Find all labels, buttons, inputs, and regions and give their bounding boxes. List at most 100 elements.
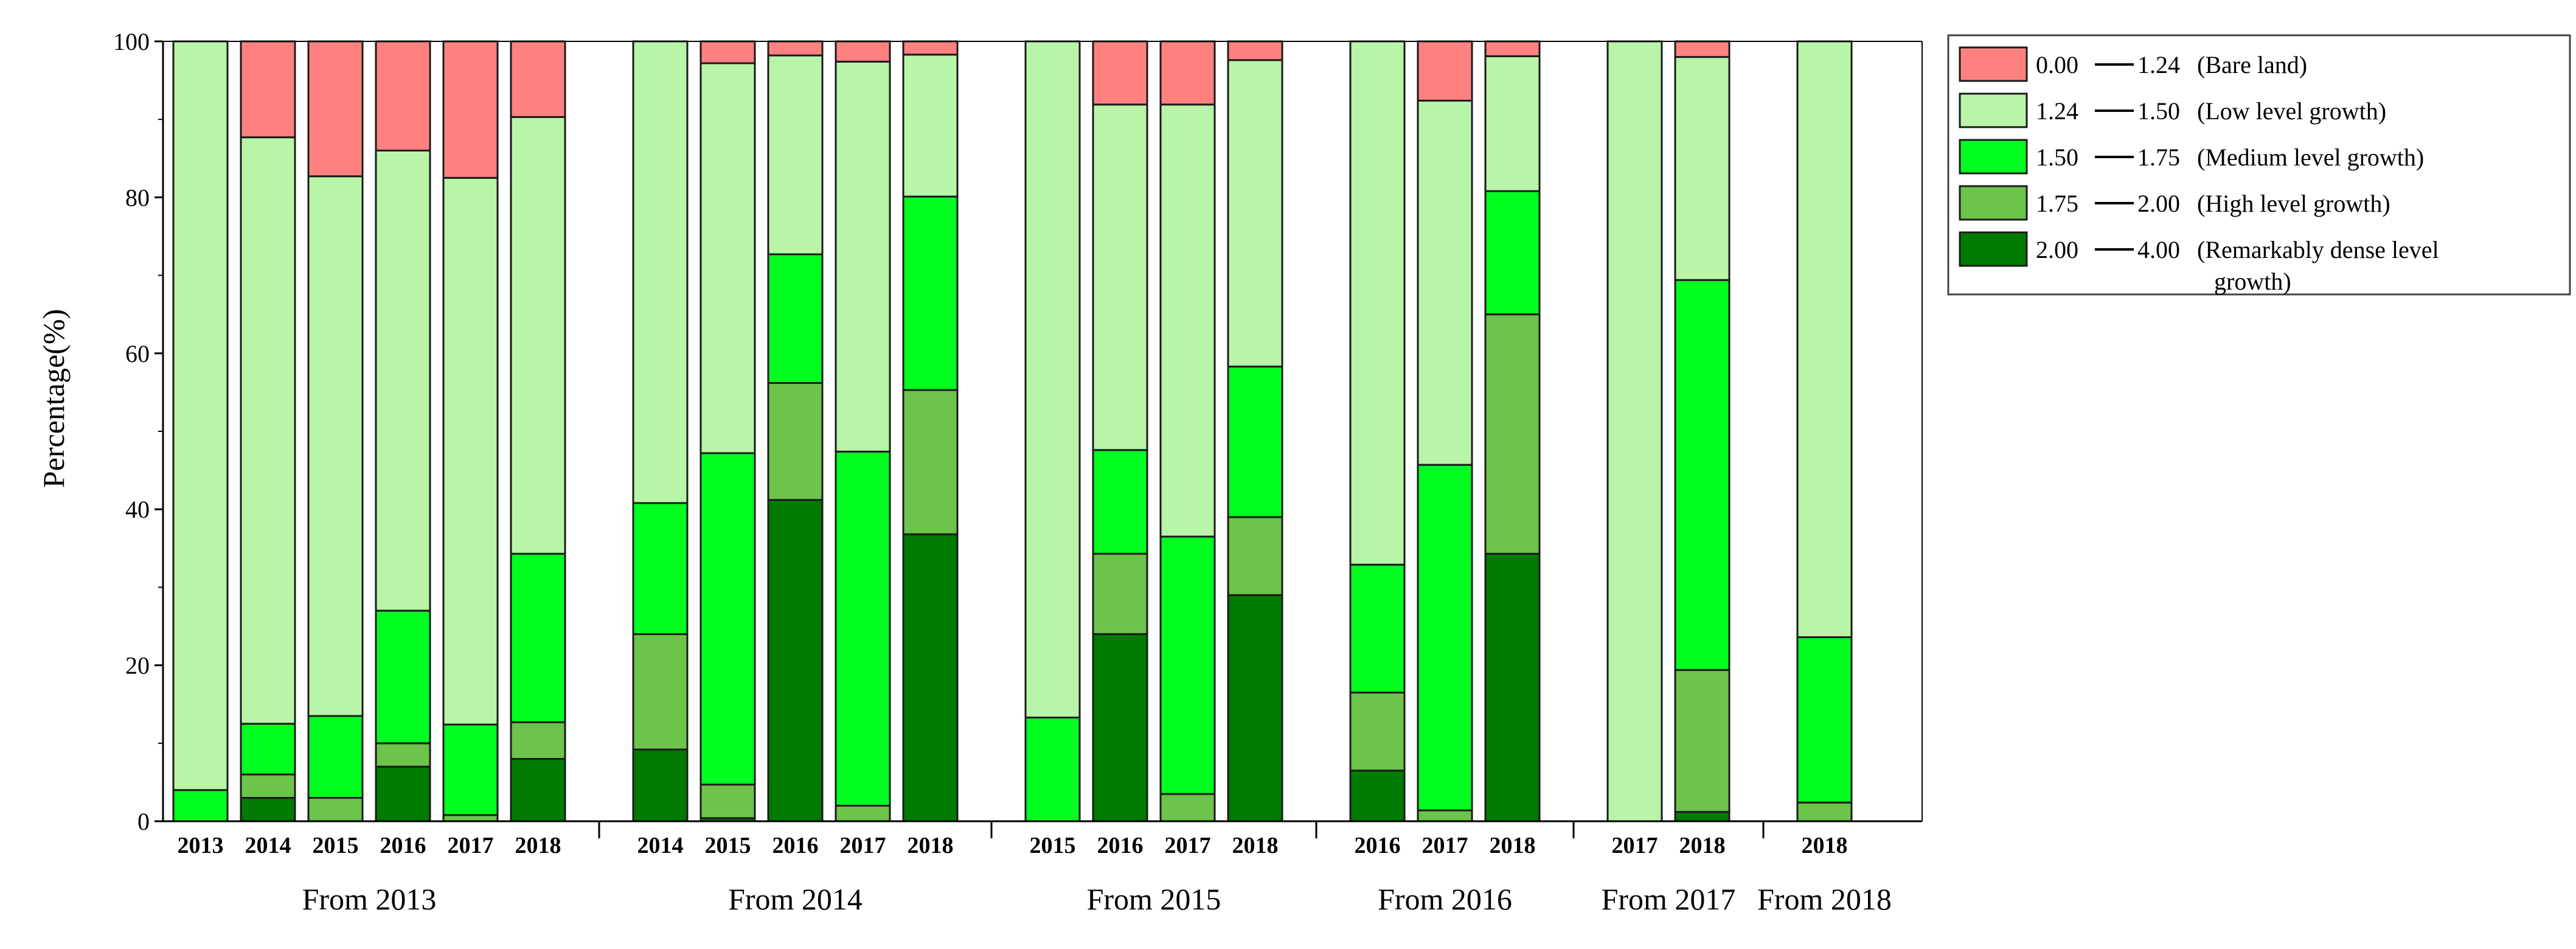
bar-segment-high	[307, 797, 364, 822]
legend-swatch	[1959, 231, 2028, 267]
bar-segment-high	[442, 814, 499, 822]
legend-range-from: 1.50	[2036, 144, 2078, 171]
group-label-from-2015: From 2015	[1087, 882, 1221, 916]
bar-segment-bare	[510, 40, 566, 118]
x-tick-label: 2015	[1030, 833, 1076, 858]
bar-segment-low	[1227, 59, 1283, 368]
bar-segment-high	[1092, 552, 1148, 635]
bar-from-2013-2013	[172, 40, 229, 822]
bar-segment-low	[1674, 56, 1731, 281]
x-tick-label: 2017	[1422, 833, 1468, 858]
bar-segment-bare	[1159, 40, 1216, 106]
bar-segment-medium	[1674, 279, 1731, 671]
x-tick-label: 2016	[772, 833, 819, 858]
legend-range-to: 1.75	[2137, 144, 2180, 171]
axes-layer: 2013 2014 2015 2016 2017 2018 2014 2015 2016 2017…	[113, 28, 1923, 916]
bar-segment-bare	[307, 40, 364, 178]
legend-range-to: 1.50	[2137, 97, 2180, 125]
x-tick-label: 2015	[705, 833, 751, 858]
bar-segment-high	[1417, 809, 1473, 822]
group-label-from-2016: From 2016	[1378, 882, 1512, 916]
y-tick-label: 80	[125, 184, 150, 211]
bar-segment-medium	[1024, 716, 1081, 822]
legend-range-to: 4.00	[2137, 236, 2180, 263]
bar-segment-bare	[1674, 40, 1731, 58]
legend-range-from: 2.00	[2036, 236, 2078, 263]
bar-segment-low	[902, 54, 959, 198]
bar-segment-bare	[1484, 40, 1541, 57]
y-tick-label: 0	[137, 808, 150, 835]
legend-entry-bare: 0.00 1.24 (Bare land)	[1959, 46, 2307, 82]
bar-segment-low	[1417, 99, 1473, 466]
legend-description: (Bare land)	[2197, 51, 2307, 78]
x-tick-label: 2013	[178, 833, 224, 858]
legend-entry-high: 1.75 2.00 (High level growth)	[1959, 185, 2390, 221]
bar-segment-remarkably	[902, 533, 959, 822]
bar-segment-remarkably	[767, 499, 824, 822]
x-tick-label: 2015	[313, 833, 359, 858]
bars-layer	[172, 40, 1853, 822]
bar-from-2017-2018	[1674, 40, 1731, 822]
bar-segment-high	[1159, 793, 1216, 822]
bar-segment-bare	[240, 40, 296, 139]
bar-segment-low	[1024, 40, 1081, 718]
bar-segment-low	[442, 176, 499, 726]
bar-segment-bare	[442, 40, 499, 179]
bar-segment-low	[307, 175, 364, 717]
x-tick-label: 2018	[515, 833, 561, 858]
x-tick-label: 2017	[448, 833, 494, 858]
bar-from-2015-2018	[1227, 40, 1283, 822]
legend-description: (High level growth)	[2197, 190, 2390, 217]
bar-segment-medium	[1796, 636, 1853, 804]
x-tick-label: 2018	[1490, 833, 1536, 858]
x-tick-label: 2016	[380, 833, 426, 858]
legend-description: (Medium level growth)	[2197, 144, 2424, 171]
bar-segment-bare	[375, 40, 431, 151]
bar-from-2016-2016	[1349, 40, 1406, 822]
bar-segment-bare	[700, 40, 756, 64]
bar-from-2014-2016	[767, 40, 824, 822]
legend-entry-medium: 1.50 1.75 (Medium level growth)	[1959, 139, 2424, 175]
x-tick-label: 2018	[1679, 833, 1726, 858]
bar-segment-remarkably	[510, 757, 566, 822]
legend-swatch	[1959, 46, 2028, 82]
y-tick-label: 40	[125, 496, 150, 523]
y-axis-label: Percentage(%)	[36, 309, 71, 488]
y-tick-label: 20	[125, 652, 150, 680]
legend-swatch	[1959, 92, 2028, 128]
bar-segment-medium	[767, 253, 824, 384]
x-tick-label: 2018	[1802, 833, 1848, 858]
legend-entry-low: 1.24 1.50 (Low level growth)	[1959, 92, 2386, 128]
x-tick-label: 2016	[1355, 833, 1401, 858]
legend-range-from: 1.75	[2036, 190, 2078, 217]
bar-from-2015-2017	[1159, 40, 1216, 822]
bar-segment-low	[1349, 40, 1406, 566]
bar-from-2015-2015	[1024, 40, 1081, 822]
bar-segment-low	[1484, 55, 1541, 192]
bar-segment-high	[1227, 516, 1283, 596]
bar-segment-medium	[1092, 449, 1148, 555]
bar-from-2014-2015	[700, 40, 756, 822]
bar-from-2016-2017	[1417, 40, 1473, 822]
group-label-from-2014: From 2014	[728, 882, 863, 916]
bar-segment-high	[1674, 669, 1731, 813]
x-tick-label: 2018	[908, 833, 954, 858]
bar-segment-low	[1159, 103, 1216, 538]
group-label-from-2013: From 2013	[302, 882, 437, 916]
legend: 0.00 1.24 (Bare land) 1.24 1.50 (Low level gr…	[1947, 34, 2571, 296]
bar-segment-high	[767, 382, 824, 501]
bar-segment-medium	[307, 715, 364, 799]
bar-segment-bare	[835, 40, 891, 63]
bar-segment-high	[700, 784, 756, 819]
bar-segment-medium	[172, 789, 229, 822]
bar-segment-high	[240, 773, 296, 799]
legend-range-to: 1.24	[2137, 51, 2180, 78]
bar-segment-bare	[767, 40, 824, 57]
legend-range-to: 2.00	[2137, 190, 2180, 217]
bar-segment-medium	[1417, 464, 1473, 812]
bar-from-2016-2018	[1484, 40, 1541, 822]
bar-from-2017-2017	[1606, 40, 1663, 822]
bar-from-2013-2015	[307, 40, 364, 822]
bar-segment-medium	[442, 723, 499, 816]
bar-segment-low	[632, 40, 689, 504]
